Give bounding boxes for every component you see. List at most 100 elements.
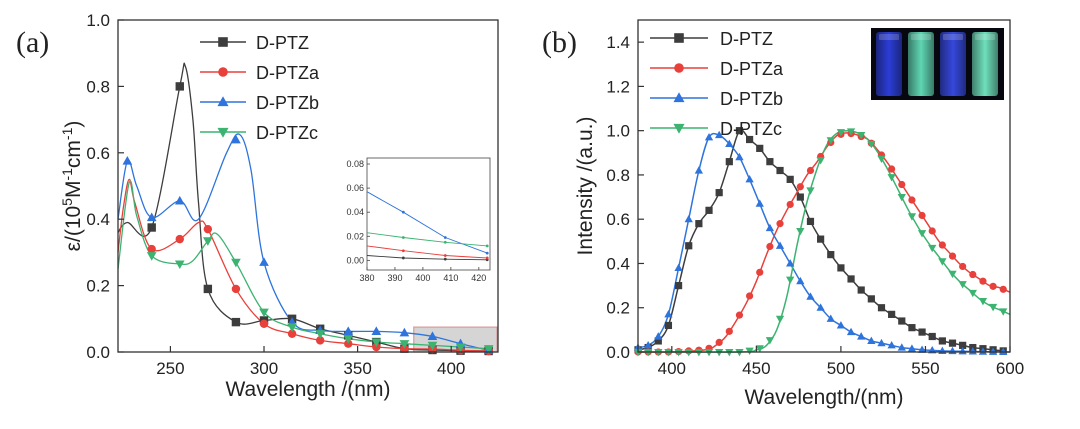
marker-d-ptzb (715, 130, 724, 139)
marker-d-ptza (756, 268, 764, 276)
marker-d-ptzb (231, 134, 241, 144)
marker-d-ptz (776, 166, 784, 175)
y-axis-label: ε/(105M-1cm-1) (59, 121, 85, 252)
y-tick-label: 1.0 (606, 122, 630, 141)
y-tick-label: 0.2 (606, 299, 630, 318)
marker-d-ptzb (897, 343, 906, 351)
marker-d-ptz (756, 144, 764, 152)
marker-d-ptzc (203, 237, 213, 246)
marker-d-ptzb (674, 263, 683, 271)
marker-d-ptzb (664, 310, 673, 318)
inset-marker (485, 251, 489, 255)
marker-d-ptza (776, 220, 784, 228)
vials-photo (871, 28, 1004, 100)
marker-d-ptz (918, 328, 926, 336)
marker-d-ptzc (928, 244, 937, 253)
x-tick-label: 350 (343, 359, 371, 378)
marker-d-ptz (654, 337, 662, 345)
legend-marker (674, 33, 684, 43)
legend-marker (218, 37, 228, 47)
marker-d-ptza (766, 242, 774, 251)
inset-y-tick-label: 0.00 (346, 255, 364, 265)
marker-d-ptzc (999, 308, 1008, 316)
marker-d-ptz (857, 286, 865, 294)
marker-d-ptzc (846, 128, 856, 136)
marker-d-ptzb (917, 345, 927, 353)
marker-d-ptz (203, 284, 213, 294)
marker-d-ptza (231, 284, 241, 294)
marker-d-ptza (938, 241, 946, 249)
x-tick-label: 500 (827, 359, 855, 378)
marker-d-ptzb (846, 327, 856, 336)
marker-d-ptza (969, 270, 977, 279)
marker-d-ptzb (877, 338, 886, 347)
y-tick-label: 0.4 (606, 254, 630, 273)
marker-d-ptz (735, 127, 744, 135)
series-line-d-ptzb (637, 132, 1011, 353)
inset-x-tick-label: 390 (387, 273, 402, 283)
marker-d-ptzb (775, 241, 785, 249)
inset-y-tick-label: 0.04 (346, 207, 364, 217)
y-ticks: 0.0 0.2 0.4 0.6 0.8 1.0 (86, 11, 124, 362)
marker-d-ptzb (968, 347, 977, 355)
inset-x-tick-label: 400 (415, 273, 430, 283)
marker-d-ptzb (806, 292, 815, 300)
marker-d-ptza (806, 166, 815, 175)
marker-d-ptzc (897, 194, 906, 202)
legend-marker (673, 92, 685, 103)
marker-d-ptzb (644, 341, 653, 349)
vial-cap (975, 34, 995, 40)
marker-d-ptzb (694, 166, 704, 174)
marker-d-ptz (685, 242, 693, 250)
inset-y-tick-label: 0.02 (346, 231, 364, 241)
marker-d-ptza (908, 196, 916, 204)
marker-d-ptza (203, 224, 213, 234)
marker-d-ptz (827, 251, 835, 259)
marker-d-ptza (928, 227, 936, 235)
plot-frame (117, 19, 499, 353)
y-axis-label-part: ε/(10 (62, 206, 85, 252)
legend-marker (674, 63, 684, 73)
marker-d-ptzc (917, 230, 927, 238)
marker-d-ptzb (399, 327, 410, 337)
inset-line-d-ptzc (366, 232, 488, 247)
y-tick-label: 0.6 (606, 210, 630, 229)
legend-label: D-PTZa (256, 63, 320, 83)
inset-line-d-ptzb (366, 191, 488, 254)
y-axis-label-part: ) (62, 121, 85, 128)
x-tick-label: 300 (250, 359, 278, 378)
marker-d-ptzb (907, 344, 917, 352)
marker-d-ptzb (857, 332, 866, 340)
legend-marker (218, 67, 228, 77)
panel-a: 250 300 350 400 0.0 0.2 0.4 0.6 0.8 1.0 (a) Wave… (16, 11, 499, 401)
marker-d-ptzb (786, 259, 795, 267)
marker-d-ptzb (654, 332, 663, 340)
marker-d-ptzb (259, 257, 269, 266)
marker-d-ptza (735, 311, 744, 319)
inset-frame (366, 157, 491, 271)
marker-d-ptza (259, 319, 269, 328)
inset-series (366, 191, 489, 262)
inset-plot: 380 390 400 410 420 0.00 0.02 0.04 0.06 0.08 (346, 157, 491, 283)
marker-d-ptzc (877, 155, 886, 164)
y-tick-label: 0.0 (86, 343, 110, 362)
marker-d-ptzc (231, 258, 241, 268)
x-tick-label: 400 (437, 359, 465, 378)
marker-d-ptz (175, 82, 184, 91)
x-tick-label: 400 (658, 359, 686, 378)
marker-d-ptz (786, 175, 794, 183)
marker-d-ptzc (968, 289, 977, 298)
y-tick-label: 0.6 (86, 144, 110, 163)
marker-d-ptz (867, 295, 875, 303)
marker-d-ptz (837, 264, 845, 272)
marker-d-ptzc (755, 345, 764, 353)
y-tick-label: 1.0 (86, 11, 110, 30)
marker-d-ptz (766, 158, 774, 166)
inset-y-tick-label: 0.06 (346, 183, 364, 193)
legend-marker (217, 127, 229, 138)
vial (908, 32, 934, 96)
legend-label: D-PTZc (256, 123, 318, 143)
x-ticks: 250 300 350 400 (156, 346, 465, 378)
marker-d-ptzc (826, 137, 835, 145)
